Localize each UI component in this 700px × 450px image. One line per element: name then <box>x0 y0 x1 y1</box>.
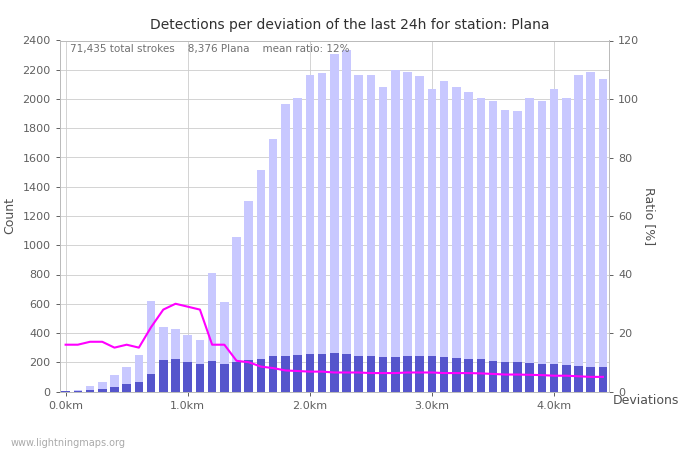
Bar <box>269 139 277 392</box>
Bar <box>110 387 119 392</box>
Bar <box>183 335 192 392</box>
Bar <box>367 75 375 391</box>
Bar <box>526 363 534 392</box>
Bar <box>562 365 570 392</box>
Bar <box>403 72 412 392</box>
Bar <box>367 356 375 392</box>
Bar <box>574 75 582 391</box>
Text: Deviations: Deviations <box>612 394 679 407</box>
Bar <box>330 54 339 392</box>
Bar <box>489 361 497 392</box>
Bar <box>598 367 607 392</box>
Bar <box>562 98 570 392</box>
Bar <box>74 390 82 392</box>
Bar <box>416 76 424 392</box>
Bar <box>196 340 204 392</box>
Text: 71,435 total strokes    8,376 Plana    mean ratio: 12%: 71,435 total strokes 8,376 Plana mean ra… <box>71 44 350 54</box>
Bar <box>477 359 485 392</box>
Bar <box>196 364 204 392</box>
Bar <box>134 382 143 392</box>
Bar <box>159 327 167 392</box>
Bar <box>318 354 326 392</box>
Bar <box>513 112 522 392</box>
Bar <box>98 382 106 392</box>
Bar <box>257 359 265 392</box>
Bar <box>526 98 534 392</box>
Text: www.lightningmaps.org: www.lightningmaps.org <box>10 438 125 448</box>
Bar <box>306 354 314 392</box>
Bar <box>477 98 485 392</box>
Bar <box>62 391 70 392</box>
Bar <box>550 364 559 392</box>
Bar <box>183 361 192 392</box>
Bar <box>293 98 302 392</box>
Bar <box>342 50 351 392</box>
Bar <box>440 357 449 392</box>
Bar <box>403 356 412 392</box>
Bar <box>244 360 253 392</box>
Bar <box>281 356 290 392</box>
Bar <box>147 374 155 392</box>
Bar <box>464 92 473 392</box>
Bar <box>122 367 131 392</box>
Y-axis label: Count: Count <box>4 198 17 234</box>
Bar <box>513 362 522 392</box>
Bar <box>159 360 167 392</box>
Bar <box>452 86 461 392</box>
Bar <box>391 357 400 392</box>
Bar <box>354 356 363 392</box>
Bar <box>464 359 473 392</box>
Bar <box>428 90 436 392</box>
Bar <box>110 375 119 392</box>
Bar <box>147 301 155 392</box>
Bar <box>134 355 143 392</box>
Bar <box>416 356 424 392</box>
Bar <box>501 361 510 392</box>
Bar <box>257 170 265 392</box>
Bar <box>489 101 497 392</box>
Bar <box>452 358 461 392</box>
Bar <box>172 329 180 392</box>
Text: Detections per deviation of the last 24h for station: Plana: Detections per deviation of the last 24h… <box>150 18 550 32</box>
Bar <box>550 90 559 392</box>
Bar <box>330 354 339 392</box>
Bar <box>574 366 582 392</box>
Bar <box>232 362 241 392</box>
Bar <box>587 72 595 392</box>
Bar <box>538 364 546 392</box>
Bar <box>208 273 216 392</box>
Bar <box>98 389 106 392</box>
Bar <box>244 201 253 392</box>
Bar <box>86 387 94 392</box>
Bar <box>208 361 216 392</box>
Bar <box>318 73 326 392</box>
Bar <box>538 101 546 392</box>
Bar <box>306 75 314 391</box>
Bar <box>587 367 595 392</box>
Bar <box>379 86 387 392</box>
Bar <box>598 79 607 391</box>
Bar <box>74 391 82 392</box>
Bar <box>501 110 510 392</box>
Bar <box>122 384 131 392</box>
Bar <box>86 390 94 392</box>
Bar <box>269 356 277 392</box>
Bar <box>440 81 449 392</box>
Bar <box>379 357 387 392</box>
Bar <box>391 71 400 392</box>
Bar <box>342 354 351 392</box>
Bar <box>293 355 302 392</box>
Bar <box>232 237 241 392</box>
Bar <box>281 104 290 392</box>
Bar <box>428 356 436 392</box>
Bar <box>172 359 180 392</box>
Bar <box>220 302 229 392</box>
Bar <box>354 75 363 391</box>
Y-axis label: Ratio [%]: Ratio [%] <box>643 187 656 245</box>
Bar <box>220 364 229 392</box>
